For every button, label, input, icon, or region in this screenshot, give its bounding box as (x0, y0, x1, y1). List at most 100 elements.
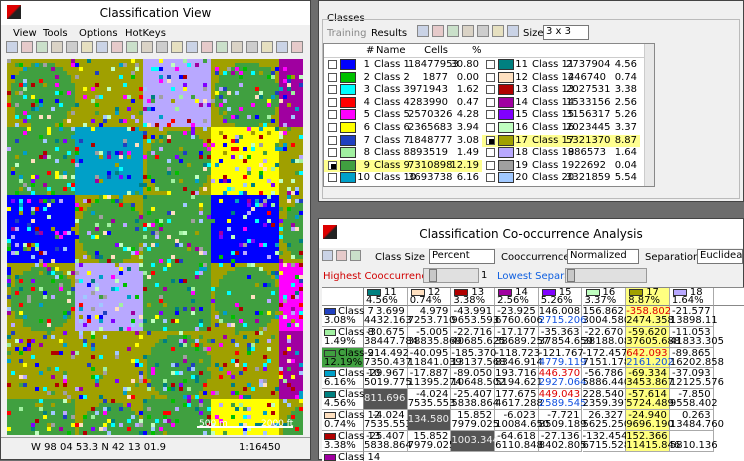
class-row[interactable]: 3 Class 3 971943 1.62 (324, 84, 482, 96)
cooc-cell[interactable]: -4.024 7535.553 (364, 410, 412, 431)
cooc-cell[interactable]: 3.699 4432.163 (364, 306, 412, 327)
checkbox[interactable] (328, 110, 337, 120)
cooc-cell[interactable]: 15.852 7979.025 (451, 410, 499, 431)
toolbar-button[interactable] (432, 25, 444, 37)
cooc-cell[interactable]: -17.887 11395.274 (407, 368, 462, 390)
cooc-cell[interactable]: -5.005 38835.869 (407, 326, 462, 348)
cooc-cell[interactable]: -11.053 41833.305 (669, 326, 724, 348)
highest-button[interactable]: Highest Cooccurrence (323, 271, 433, 282)
cooc-cell[interactable]: -40.095 11841.039 (407, 347, 462, 369)
cooc-cell[interactable]: 193.716 5194.621 (495, 368, 543, 390)
class-row[interactable]: 19 Class 19 22692 0.04 (482, 159, 640, 172)
cooc-cell[interactable]: 156.862 3004.580 (582, 306, 630, 327)
results-radio[interactable]: Results (371, 28, 408, 39)
toolbar-button[interactable] (336, 250, 347, 261)
cooc-cell[interactable]: -35.363 37854.659 (538, 326, 593, 348)
toolbar-button[interactable] (231, 41, 243, 53)
class-row[interactable]: 17 Class 17 5321370 8.87 (482, 134, 640, 147)
toolbar-button[interactable] (186, 41, 198, 53)
checkbox[interactable] (486, 60, 495, 69)
cooc-cell[interactable]: -27.136 8402.805 (538, 430, 587, 452)
checkbox[interactable] (486, 173, 495, 183)
slider-thumb[interactable] (429, 269, 437, 282)
cooc-cell[interactable]: -214.492 7350.437 (364, 347, 412, 369)
class-row[interactable]: 9 Class 9 7310898 12.19 (324, 159, 482, 172)
cooc-cell[interactable]: -25.407 5838.864 (364, 430, 412, 452)
cooc-cell[interactable]: -6.023 10084.650 (495, 410, 549, 431)
cooc-cell[interactable]: 152.366 11415.846 (626, 430, 680, 452)
toolbar-button[interactable] (447, 25, 459, 37)
toolbar-button[interactable] (462, 25, 474, 37)
class-row[interactable]: 16 Class 16 2023445 3.37 (482, 122, 640, 134)
class-row[interactable]: 5 Class 5 2570326 4.28 (324, 109, 482, 121)
class-row[interactable]: 13 Class 13 2027531 3.38 (482, 84, 640, 96)
cooc-cell[interactable]: 5810.136 (669, 430, 718, 452)
toolbar-button[interactable] (141, 41, 153, 53)
cooc-cell[interactable]: 177.675 4617.288 (495, 389, 543, 410)
class-row[interactable]: 10 Class 10 3693738 6.16 (324, 172, 482, 184)
menu-item[interactable]: Options (79, 28, 118, 39)
checkbox[interactable] (328, 85, 337, 95)
toolbar-button[interactable] (246, 41, 258, 53)
menu-item[interactable]: Tools (43, 28, 68, 39)
class-row[interactable]: 15 Class 15 3156317 5.26 (482, 109, 640, 121)
checkbox[interactable] (328, 148, 337, 158)
cooc-cell[interactable]: -25.407 5838.864 (451, 389, 499, 410)
class-row[interactable]: 8 Class 8 893519 1.49 (324, 147, 482, 159)
class-row[interactable]: 7 Class 7 1848777 3.08 (324, 134, 482, 147)
slider-thumb[interactable] (567, 269, 575, 282)
toolbar-button[interactable] (111, 41, 123, 53)
toolbar-button[interactable] (417, 25, 429, 37)
toolbar-button[interactable] (36, 41, 48, 53)
cooc-cell[interactable]: -89.865 16202.858 (669, 347, 724, 369)
menu-item[interactable]: View (13, 28, 37, 39)
cooc-cell[interactable]: 446.370 2927.064 (538, 368, 587, 390)
cooc-cell[interactable]: -64.618 6110.848 (495, 430, 543, 452)
checkbox[interactable] (486, 160, 495, 170)
cooc-cell[interactable]: 15.852 7979.025 (407, 430, 455, 452)
cooc-cell[interactable]: 811.696 (364, 389, 408, 410)
separation-select[interactable]: Euclidean (697, 249, 743, 264)
checkbox[interactable] (328, 173, 337, 183)
class-size-select[interactable]: Percent (429, 249, 495, 264)
class-row[interactable]: 2 Class 2 1877 0.00 (324, 71, 482, 84)
cooc-cell[interactable]: -23.925 6760.606 (495, 306, 543, 327)
lowest-button[interactable]: Lowest Separation (497, 271, 590, 282)
toolbar-button[interactable] (276, 41, 288, 53)
checkbox[interactable] (328, 72, 337, 82)
toolbar-button[interactable] (126, 41, 138, 53)
toolbar-button[interactable] (322, 250, 333, 261)
checkbox[interactable] (486, 97, 495, 107)
class-row[interactable]: 11 Class 11 2737904 4.56 (482, 59, 640, 71)
cooc-cell[interactable]: -56.786 5886.440 (582, 368, 630, 390)
cooc-cell[interactable]: -4.024 7535.553 (407, 389, 455, 410)
cooc-cell[interactable]: -21.577 13898.11 (669, 306, 718, 327)
checkbox[interactable] (486, 85, 495, 95)
cooc-cell[interactable]: 4.979 7253.710 (407, 306, 455, 327)
toolbar-button[interactable] (477, 25, 489, 37)
cooc-cell[interactable]: -24.940 9696.190 (626, 410, 674, 431)
cooc-cell[interactable]: -59.620 37605.688 (626, 326, 680, 348)
cooc-cell[interactable]: -118.723 8346.914 (495, 347, 543, 369)
class-row[interactable]: 6 Class 6 2365683 3.94 (324, 122, 482, 134)
cooc-cell[interactable]: 228.540 2359.397 (582, 389, 630, 410)
checkbox[interactable] (486, 123, 495, 132)
checkbox[interactable] (486, 148, 495, 158)
slider[interactable] (565, 268, 647, 283)
menu-item[interactable]: HotKeys (125, 28, 166, 39)
checkbox[interactable] (328, 135, 337, 145)
checkbox[interactable] (328, 97, 337, 107)
cooc-cell[interactable]: 134.580 (407, 410, 452, 431)
toolbar-button[interactable] (156, 41, 168, 53)
cooc-cell[interactable]: 449.043 2589.545 (538, 389, 587, 410)
toolbar-button[interactable] (201, 41, 213, 53)
cooc-select[interactable]: Normalized (567, 249, 639, 264)
class-row[interactable]: 20 Class 20 3321859 5.54 (482, 172, 640, 184)
cooc-cell[interactable]: -172.457 7151.178 (582, 347, 630, 369)
toolbar-button[interactable] (6, 41, 18, 53)
cooc-cell[interactable]: -29.967 5019.775 (364, 368, 412, 390)
toolbar-button[interactable] (291, 41, 303, 53)
training-radio[interactable]: Training (327, 28, 367, 39)
checkbox[interactable] (328, 60, 337, 69)
class-row[interactable]: 18 Class 18 986573 1.64 (482, 147, 640, 159)
